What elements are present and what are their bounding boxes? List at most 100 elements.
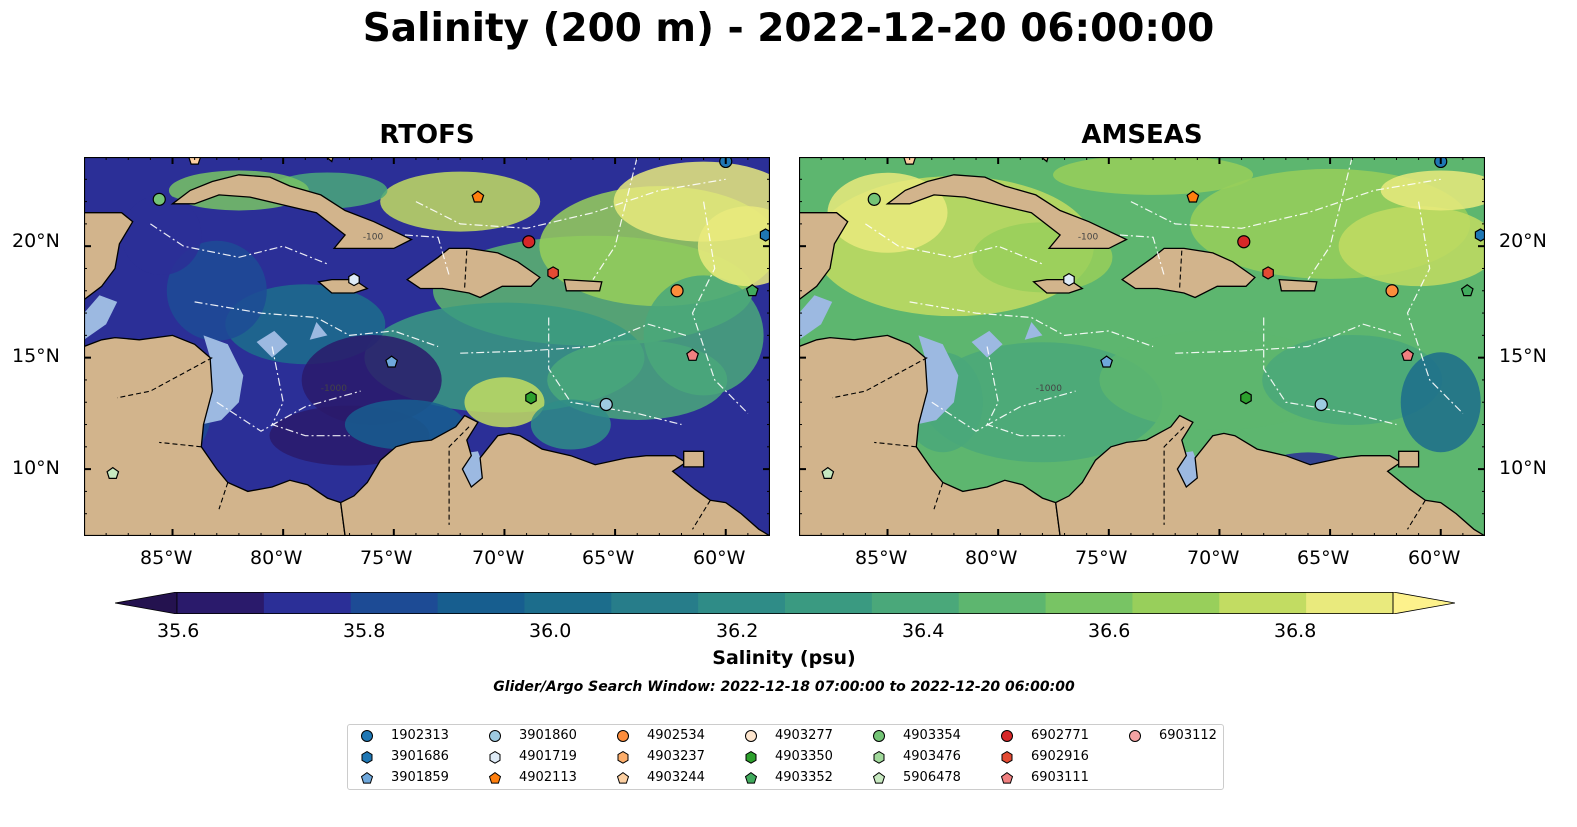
legend-label: 3901686 [391, 749, 449, 764]
lon-tick-65w-right: 65°W [1297, 547, 1350, 569]
float-marker-4901719 [348, 272, 360, 287]
shelf-area [799, 295, 833, 340]
lon-tick-60w-right: 60°W [1408, 547, 1461, 569]
float-marker-3901686 [759, 228, 770, 242]
float-marker-4903354 [867, 192, 881, 206]
legend-item-6903111: 6903111 [1000, 770, 1089, 785]
eez-boundary [404, 234, 450, 276]
salinity-patch [1400, 352, 1481, 453]
float-marker-4903244 [188, 157, 202, 165]
colorbar-frame [176, 592, 1394, 614]
lat-tick-10n-right: 10°N [1499, 457, 1547, 479]
shelf-area [84, 295, 118, 340]
float-marker-4902534 [1385, 284, 1399, 298]
salinity-patch [1262, 334, 1443, 425]
legend-marker-pentagon-icon [1000, 771, 1014, 784]
map-frame [799, 157, 1485, 536]
eez-boundary [1406, 201, 1464, 414]
country-border [933, 482, 944, 510]
colorbar-tick-35-8: 35.8 [343, 620, 386, 642]
salinity-patch [1380, 170, 1485, 211]
legend-item-4903354: 4903354 [872, 728, 961, 743]
float-marker-5906478 [106, 466, 120, 479]
legend-marker-hexagon-icon [745, 750, 757, 764]
eez-boundary [1263, 317, 1397, 426]
map-panel-amseas: -100 -1000 [799, 157, 1485, 536]
legend-label: 4903350 [775, 749, 833, 764]
shelf-area [971, 330, 1003, 358]
legend-item-4903352: 4903352 [744, 770, 833, 785]
legend-label: 6903112 [1159, 728, 1217, 743]
legend-label: 3901859 [391, 770, 449, 785]
float-marker-6902771 [522, 235, 536, 249]
puerto-rico-land [563, 278, 603, 292]
float-marker-3901859 [385, 355, 399, 368]
country-border [832, 357, 928, 399]
legend-marker-hexagon-icon [1001, 750, 1013, 764]
country-border [874, 441, 917, 448]
float-marker-6902916 [547, 266, 559, 280]
colorbar-label: Salinity (psu) [712, 647, 856, 669]
legend-marker-pentagon-icon [744, 771, 758, 784]
salinity-patch [1338, 206, 1485, 287]
colorbar-tick-36-4: 36.4 [902, 620, 945, 642]
legend-label: 4903352 [775, 770, 833, 785]
float-marker-6903111 [686, 348, 700, 361]
colorbar-segment [611, 592, 699, 614]
float-marker-4903354 [152, 192, 166, 206]
hispaniola-land [1120, 247, 1256, 299]
salinity-patch [530, 399, 611, 450]
lon-tick-80w: 80°W [250, 547, 303, 569]
map-frame [84, 157, 770, 536]
contour-label: -1000 [1036, 384, 1062, 394]
map-panel-rtofs: -100 -1000 [84, 157, 770, 536]
eez-boundary [1119, 234, 1165, 276]
lon-tick-75w: 75°W [360, 547, 413, 569]
andros-land [325, 157, 334, 163]
legend-marker-pentagon-icon [616, 771, 630, 784]
colorbar-segment [1045, 592, 1134, 614]
colorbar [115, 592, 1455, 614]
eez-boundary [931, 390, 1076, 432]
shelf-area [1024, 322, 1043, 340]
float-marker-3901686 [1474, 228, 1485, 242]
yucatan-land [799, 212, 849, 301]
colorbar-min-extend [115, 592, 178, 614]
legend-marker-hexagon-icon [873, 750, 885, 764]
legend-item-1902313: 1902313 [360, 728, 449, 743]
colorbar-tick-36-2: 36.2 [716, 620, 759, 642]
eez-boundary [460, 323, 687, 354]
contour-label: -100 [1078, 232, 1099, 242]
lat-tick-15n-left: 15°N [12, 345, 60, 367]
shelf-area [309, 322, 328, 340]
trinidad-land [683, 450, 705, 468]
contour-label: -100 [363, 232, 384, 242]
eez-boundary [548, 317, 682, 426]
float-marker-4903244 [903, 157, 917, 165]
float-marker-4902113 [471, 190, 485, 203]
legend-item-3901686: 3901686 [360, 749, 449, 764]
float-marker-4903352 [1460, 284, 1474, 297]
legend-item-4903476: 4903476 [872, 749, 961, 764]
colorbar-segment [1306, 592, 1394, 614]
legend-label: 4902113 [519, 770, 577, 785]
colorbar-tick-35-6: 35.6 [157, 620, 200, 642]
legend-item-6902771: 6902771 [1000, 728, 1089, 743]
float-marker-4902534 [670, 284, 684, 298]
legend-item-4903350: 4903350 [744, 749, 833, 764]
salinity-patch [166, 240, 267, 341]
salinity-patch [344, 399, 465, 450]
eez-boundary [216, 390, 361, 432]
colorbar-tick-36-6: 36.6 [1088, 620, 1131, 642]
float-marker-3901860 [1314, 397, 1328, 412]
colorbar-segment [524, 592, 612, 614]
float-marker-3901860 [599, 397, 613, 412]
float-marker-3901859 [1100, 355, 1114, 368]
salinity-patch [380, 171, 541, 232]
lon-tick-60w: 60°W [693, 547, 746, 569]
colorbar-segment [1132, 592, 1220, 614]
country-border [692, 500, 711, 530]
legend-marker-pentagon-icon [360, 771, 374, 784]
lon-tick-65w: 65°W [582, 547, 635, 569]
legend-item-6903112: 6903112 [1128, 728, 1217, 743]
